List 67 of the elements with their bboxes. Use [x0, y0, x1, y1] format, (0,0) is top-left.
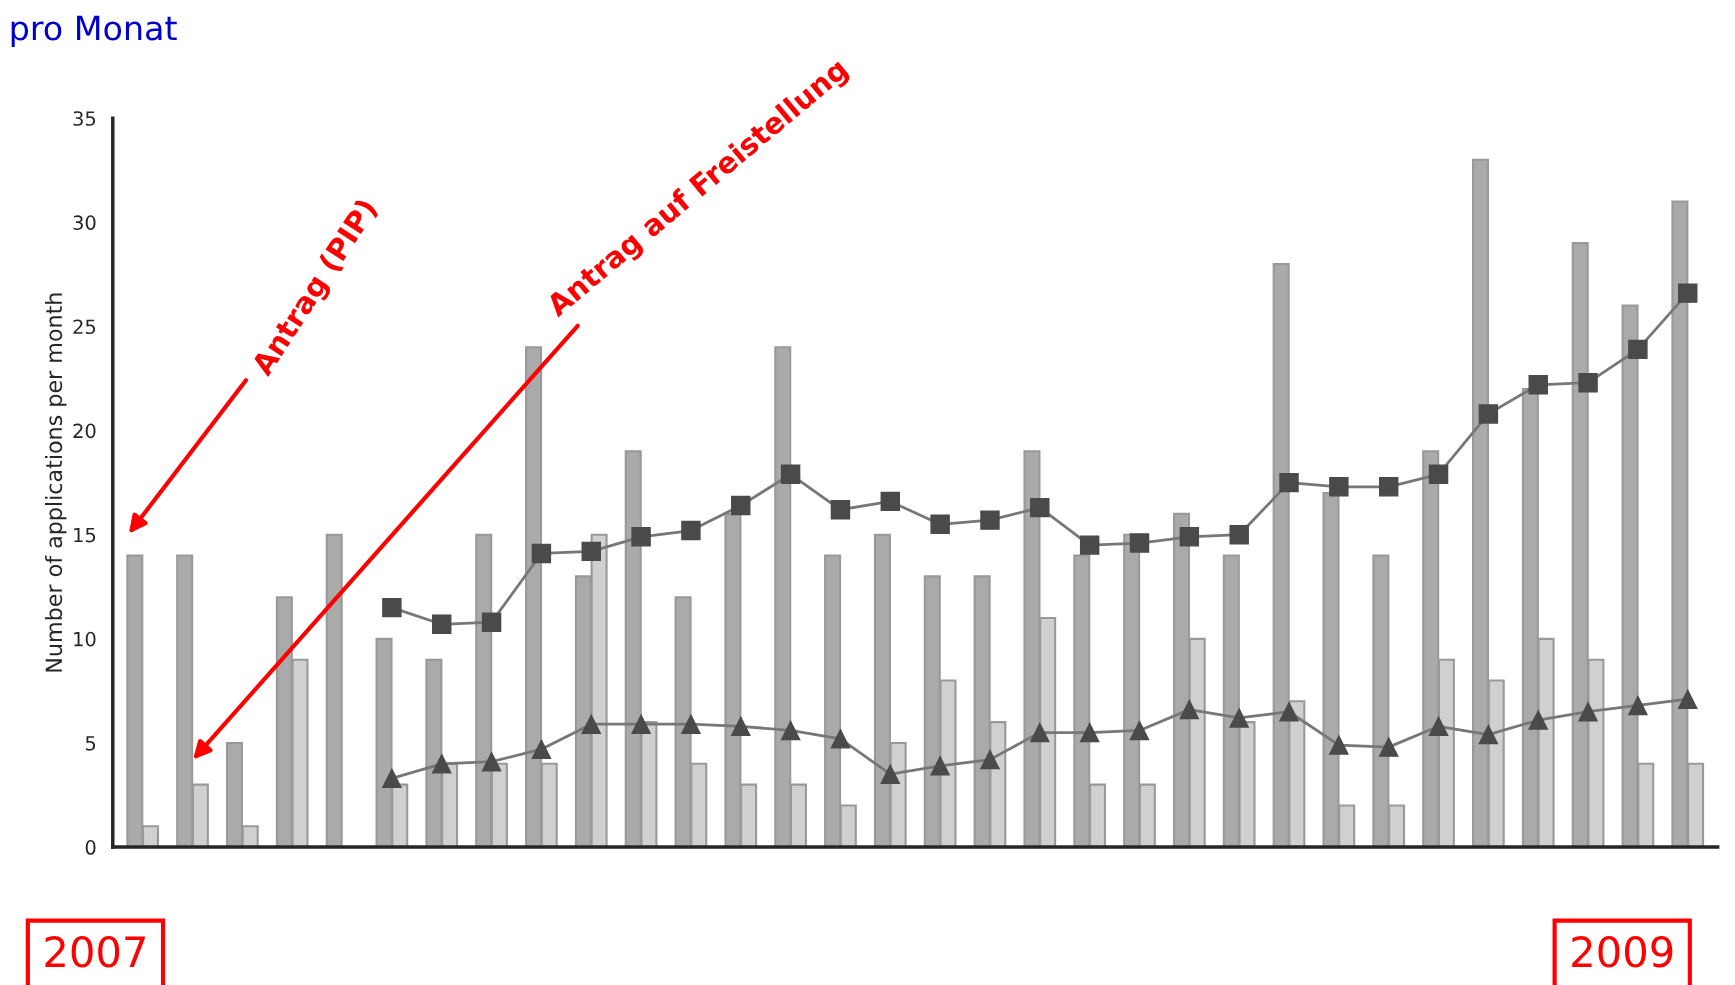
point: [1329, 477, 1349, 497]
point: [1229, 524, 1249, 545]
y-tick-label: 0: [85, 840, 96, 855]
point: [581, 714, 601, 734]
y-tick-label: 20: [73, 423, 96, 439]
point: [432, 614, 452, 634]
point: [930, 756, 950, 776]
point: [1030, 497, 1050, 518]
point: [1478, 404, 1499, 424]
point: [581, 541, 601, 562]
point: [1079, 535, 1100, 555]
text: 2009: [1572, 936, 1673, 968]
point: [930, 514, 950, 535]
point: [1129, 720, 1150, 741]
point: [531, 739, 552, 759]
point: [1329, 735, 1349, 755]
point: [1628, 695, 1648, 716]
point: [382, 597, 402, 618]
point: [681, 520, 701, 541]
point: [631, 714, 651, 734]
y-tick-label: 10: [74, 631, 96, 647]
point: [1279, 472, 1299, 493]
point: [1378, 737, 1399, 757]
point: [980, 510, 1000, 530]
point: [1378, 477, 1399, 497]
point: [1179, 527, 1200, 547]
point: [1678, 283, 1698, 303]
chart-title: pro Monat: [11, 15, 177, 48]
point: [880, 764, 901, 784]
point: [1229, 708, 1249, 728]
point: [780, 464, 801, 485]
text: 2007: [45, 936, 145, 968]
y-axis-title: Number of applications per month: [45, 293, 67, 672]
point: [1129, 533, 1150, 553]
point: [481, 751, 502, 772]
point: [1528, 710, 1548, 730]
point: [1428, 464, 1449, 485]
point: [1578, 372, 1598, 393]
y-tick-label: 15: [74, 527, 96, 543]
y-tick-label: 35: [73, 111, 96, 126]
point: [830, 729, 851, 749]
point: [382, 768, 402, 789]
point: [1528, 375, 1548, 395]
point: [531, 543, 552, 564]
point: [631, 527, 651, 547]
point: [731, 495, 751, 516]
point: [481, 612, 502, 632]
point: [880, 491, 901, 512]
bar: [325, 533, 343, 848]
point: [830, 500, 851, 520]
point: [1030, 722, 1050, 743]
point: [1279, 702, 1299, 722]
point: [1478, 724, 1499, 745]
point: [432, 754, 452, 774]
point: [681, 714, 701, 734]
point: [731, 716, 751, 737]
point: [1079, 722, 1100, 743]
point: [1678, 689, 1698, 709]
point: [1428, 716, 1449, 737]
y-tick-label: 25: [73, 319, 96, 335]
point: [1179, 699, 1200, 720]
point: [980, 749, 1000, 770]
point: [1628, 339, 1648, 360]
y-tick-label: 30: [73, 215, 96, 230]
point: [1578, 702, 1598, 722]
y-tick-label: 5: [85, 736, 96, 751]
point: [780, 720, 801, 741]
